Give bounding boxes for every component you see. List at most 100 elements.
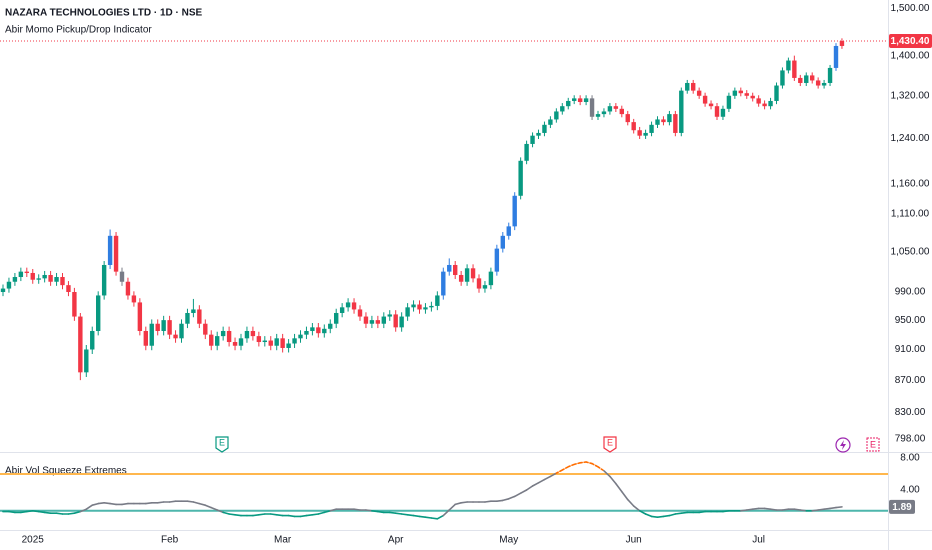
candle-body bbox=[387, 314, 392, 317]
oscillator-segment bbox=[442, 509, 451, 517]
candle-body bbox=[453, 264, 458, 275]
oscillator-segment bbox=[305, 513, 314, 517]
oscillator-segment bbox=[258, 513, 266, 516]
oscillator-segment bbox=[73, 510, 82, 515]
candle-body bbox=[500, 235, 505, 249]
oscillator-segment bbox=[234, 513, 242, 517]
oscillator-segment bbox=[656, 515, 665, 519]
oscillator-segment bbox=[496, 499, 504, 503]
oscillator-segment bbox=[662, 514, 671, 518]
oscillator-segment bbox=[103, 501, 111, 505]
oscillator-segment bbox=[585, 461, 593, 465]
oscillator-segment bbox=[252, 513, 260, 517]
x-tick-label: Feb bbox=[161, 535, 179, 546]
candle-body bbox=[72, 292, 77, 317]
candle-body bbox=[679, 90, 684, 133]
oscillator-segment bbox=[454, 501, 462, 506]
oscillator-segment bbox=[722, 509, 730, 513]
oscillator-segment bbox=[424, 516, 433, 519]
event-marker[interactable]: E bbox=[866, 437, 880, 452]
oscillator-segment bbox=[377, 510, 385, 514]
candle-body bbox=[744, 93, 749, 96]
last-price-label: 1,430.40 bbox=[891, 36, 930, 47]
candle-body bbox=[375, 320, 381, 324]
oscillator-segment bbox=[668, 513, 677, 517]
candle-body bbox=[274, 338, 279, 346]
oscillator-segment bbox=[519, 489, 528, 495]
oscillator-segment bbox=[460, 501, 468, 504]
y-tick-label: 1,320.00 bbox=[891, 90, 930, 101]
event-marker[interactable]: E bbox=[603, 436, 617, 453]
oscillator-segment bbox=[650, 515, 659, 519]
candle-body bbox=[821, 82, 827, 86]
candle-body bbox=[173, 334, 178, 339]
oscillator-segment bbox=[317, 511, 326, 515]
lightning-marker[interactable] bbox=[835, 437, 851, 453]
candle-body bbox=[589, 98, 595, 117]
event-marker[interactable]: E bbox=[215, 436, 229, 453]
candle-body bbox=[6, 281, 12, 289]
oscillator-segment bbox=[311, 513, 320, 516]
oscillator-segment bbox=[573, 461, 581, 466]
candle-body bbox=[601, 111, 607, 115]
candle-body bbox=[714, 106, 720, 117]
candle-body bbox=[209, 334, 214, 346]
oscillator-segment bbox=[507, 495, 516, 500]
oscillator-segment bbox=[406, 513, 415, 517]
oscillator-segment bbox=[620, 490, 629, 501]
candle-body bbox=[310, 327, 315, 331]
candle-body bbox=[24, 271, 29, 273]
candle-body bbox=[607, 106, 613, 112]
oscillator-segment bbox=[97, 501, 105, 505]
candle-body bbox=[655, 119, 660, 125]
y-tick-label: 990.00 bbox=[895, 287, 926, 298]
y-tick-label: 1,500.00 bbox=[891, 3, 930, 14]
y-tick-label: 1,400.00 bbox=[891, 50, 930, 61]
candle-body bbox=[161, 320, 166, 331]
oscillator-segment bbox=[835, 506, 843, 509]
candle-body bbox=[60, 277, 65, 286]
oscillator-segment bbox=[287, 514, 296, 518]
candle-body bbox=[774, 85, 779, 101]
candle-body bbox=[292, 338, 297, 344]
candle-body bbox=[393, 314, 398, 328]
oscillator-segment bbox=[513, 492, 522, 498]
oscillator-segment bbox=[436, 514, 445, 520]
candle-body bbox=[554, 111, 559, 120]
candle-body bbox=[286, 343, 291, 348]
candle-body bbox=[572, 98, 577, 101]
candle-body bbox=[702, 95, 708, 104]
candle-body bbox=[815, 80, 821, 86]
oscillator-segment bbox=[615, 482, 623, 493]
candle-body bbox=[149, 323, 154, 346]
oscillator-segment bbox=[745, 508, 754, 511]
candle-body bbox=[423, 307, 428, 310]
candle-body bbox=[54, 277, 59, 282]
candle-body bbox=[137, 302, 143, 331]
oscillator-segment bbox=[591, 462, 599, 468]
candle-body bbox=[66, 285, 71, 293]
candle-body bbox=[304, 330, 309, 335]
oscillator-segment bbox=[91, 502, 99, 507]
candle-body bbox=[244, 330, 250, 339]
y-tick-label: 830.00 bbox=[895, 407, 926, 418]
oscillator-segment bbox=[192, 501, 201, 505]
candle-body bbox=[280, 338, 285, 348]
candle-body bbox=[42, 274, 47, 279]
candle-body bbox=[661, 119, 666, 123]
oscillator-segment bbox=[537, 478, 546, 484]
y-tick-label: 798.00 bbox=[895, 434, 926, 445]
candle-body bbox=[125, 281, 131, 296]
candle-body bbox=[167, 320, 172, 335]
candle-body bbox=[458, 274, 464, 282]
candle-body bbox=[691, 82, 696, 91]
oscillator-segment bbox=[448, 503, 457, 511]
oscillator-segment bbox=[484, 500, 492, 503]
candle-body bbox=[738, 90, 743, 94]
oscillator-segment bbox=[228, 513, 236, 516]
oscillator-segment bbox=[632, 505, 641, 512]
candle-body bbox=[464, 268, 470, 282]
event-label: E bbox=[870, 439, 876, 449]
oscillator-segment bbox=[674, 512, 683, 515]
